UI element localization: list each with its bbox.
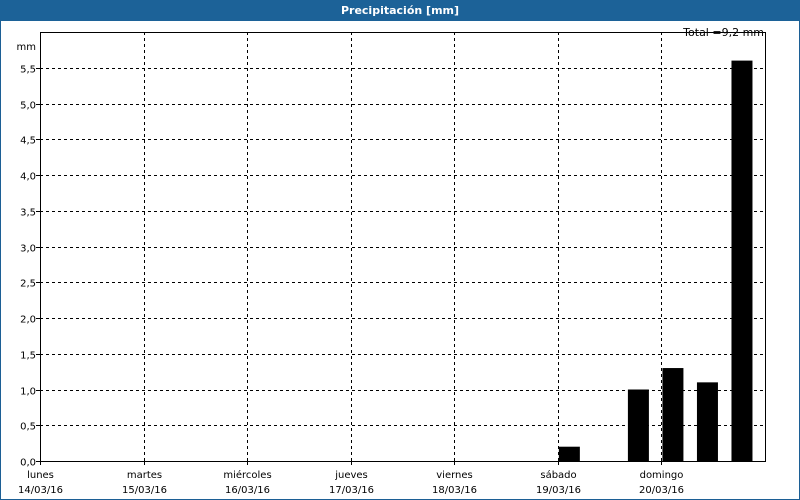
bar: [558, 446, 580, 461]
x-day-label: lunes: [27, 470, 54, 481]
bar: [731, 60, 753, 461]
x-date-label: 14/03/16: [18, 485, 63, 496]
y-axis-unit: mm: [17, 42, 36, 53]
y-tick-label: 0,0: [20, 458, 36, 469]
x-date-label: 19/03/16: [536, 485, 581, 496]
y-tick-label: 1,0: [20, 387, 36, 398]
y-tick-label: 1,5: [20, 351, 36, 362]
bar: [662, 368, 684, 461]
y-tick-label: 5,0: [20, 101, 36, 112]
y-tick-label: 5,5: [20, 65, 36, 76]
x-date-label: 15/03/16: [122, 485, 167, 496]
y-tick-label: 2,5: [20, 279, 36, 290]
x-date-label: 18/03/16: [432, 485, 477, 496]
y-tick-label: 2,0: [20, 315, 36, 326]
bar: [627, 389, 649, 461]
bar: [696, 382, 718, 461]
x-date-label: 16/03/16: [225, 485, 270, 496]
x-date-label: 17/03/16: [329, 485, 374, 496]
y-tick-label: 4,0: [20, 172, 36, 183]
x-date-label: 20/03/16: [639, 485, 684, 496]
window-title: Precipitación [mm]: [0, 0, 800, 21]
x-day-label: sábado: [540, 469, 576, 481]
x-day-label: miércoles: [223, 469, 271, 481]
x-day-label: viernes: [436, 470, 472, 481]
x-day-label: martes: [127, 470, 162, 481]
y-tick-label: 4,5: [20, 136, 36, 147]
x-day-label: jueves: [334, 470, 368, 481]
plot-border: [40, 32, 766, 462]
y-tick-label: 3,0: [20, 244, 36, 255]
y-tick-label: 3,5: [20, 208, 36, 219]
y-tick-label: 0,5: [20, 422, 36, 433]
x-day-label: domingo: [640, 470, 684, 481]
